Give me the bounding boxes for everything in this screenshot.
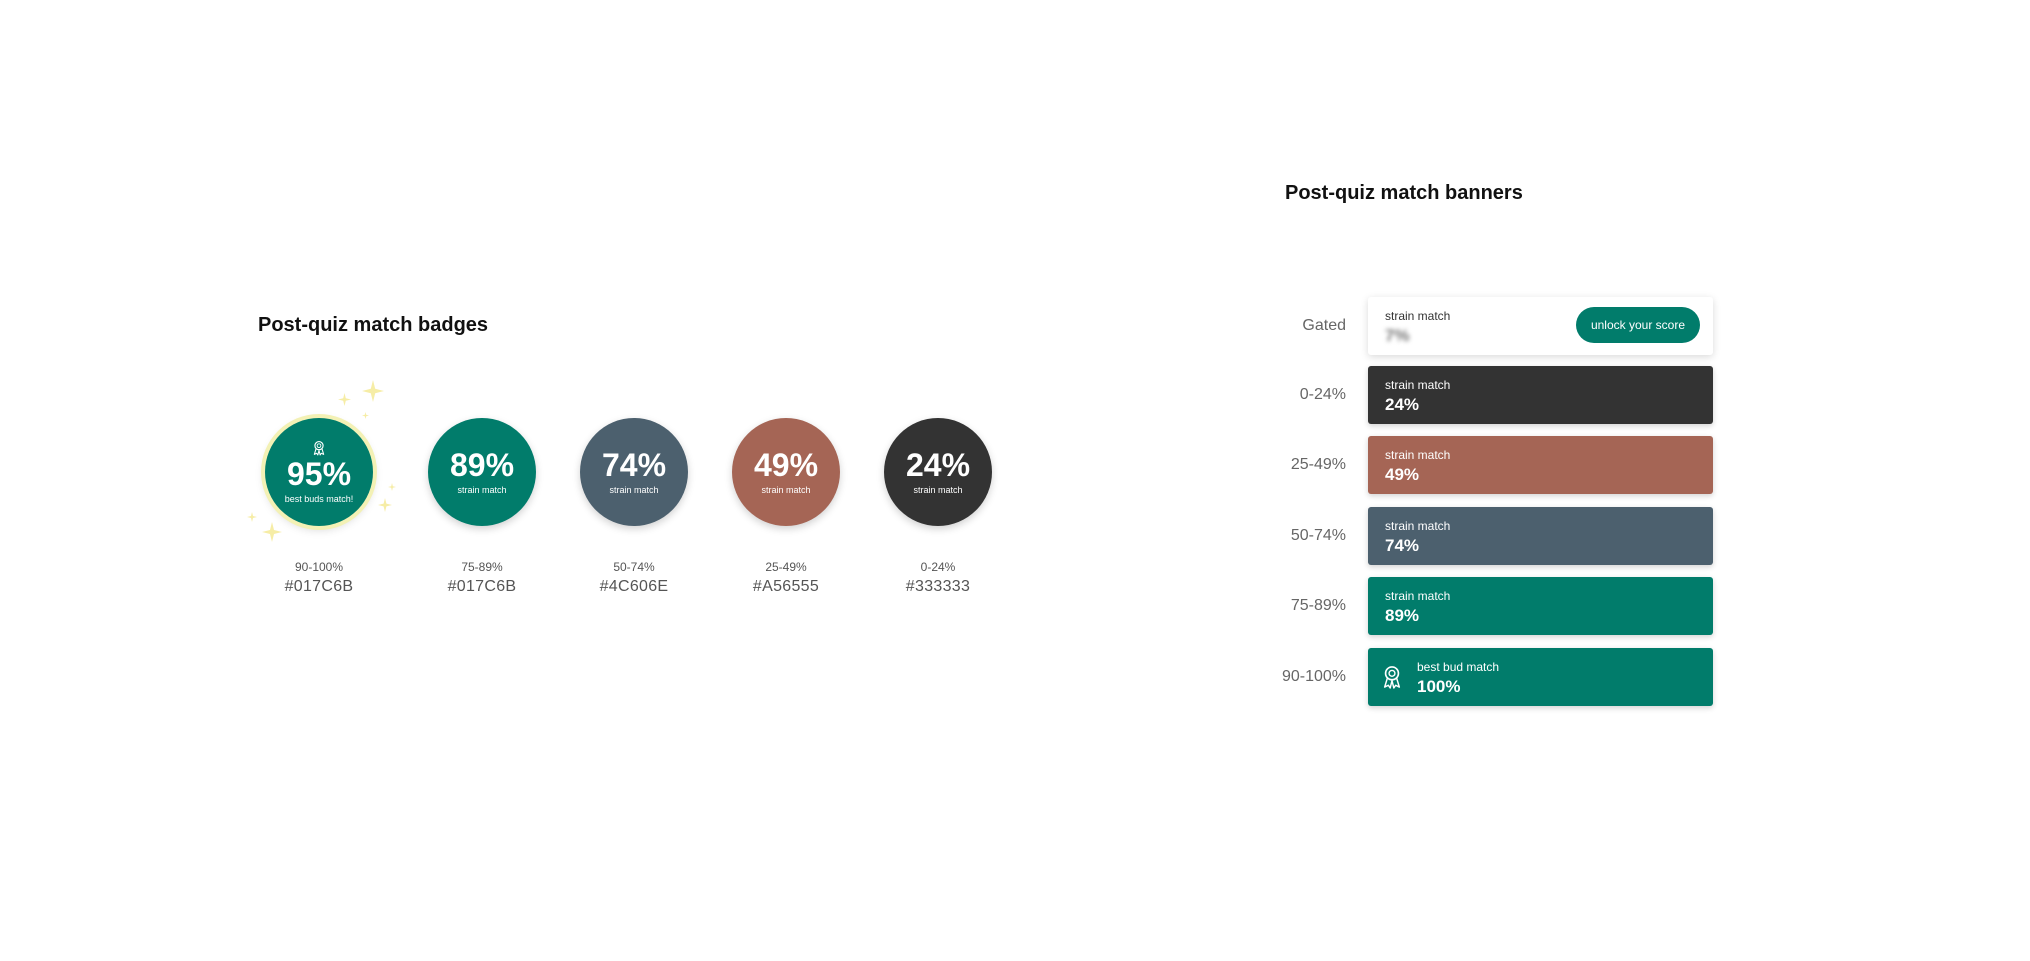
banner-label: best bud match xyxy=(1417,660,1500,674)
badge-percent: 89% xyxy=(449,447,515,483)
match-badge: 89% strain match xyxy=(428,418,536,526)
badge-subtitle: strain match xyxy=(913,485,963,495)
match-badge-best: 95% best buds match! xyxy=(265,418,373,526)
banner-value-blurred: 7% xyxy=(1385,326,1410,345)
badge-column-best: 95% best buds match! 90-100% #017C6B xyxy=(264,418,374,596)
badge-range: 50-74% xyxy=(613,560,655,574)
banner-value: 100% xyxy=(1417,677,1461,696)
banner-gated: strain match 7% unlock your score xyxy=(1368,297,1713,355)
sparkle-icon xyxy=(338,393,351,406)
sparkle-icon xyxy=(362,380,384,402)
banner-label: strain match xyxy=(1385,309,1451,323)
badge-subtitle: strain match xyxy=(457,485,507,495)
badge-percent: 95% xyxy=(286,456,352,492)
banner-value: 89% xyxy=(1385,606,1420,625)
match-badge: 49% strain match xyxy=(732,418,840,526)
banner-value: 74% xyxy=(1385,536,1420,555)
banner-row-label-gated: Gated xyxy=(1302,317,1346,334)
badge-column-25-49: 49% strain match 25-49% #A56555 xyxy=(731,418,841,596)
badge-column-75-89: 89% strain match 75-89% #017C6B xyxy=(427,418,537,596)
badge-range: 75-89% xyxy=(461,560,503,574)
badge-hex: #4C606E xyxy=(599,578,669,595)
banner-row-label: 25-49% xyxy=(1290,456,1346,473)
badge-hex: #017C6B xyxy=(447,578,517,595)
banner-value: 24% xyxy=(1385,395,1420,414)
badge-hex: #333333 xyxy=(905,578,971,595)
sparkle-icon xyxy=(388,483,396,491)
sparkle-icon xyxy=(247,512,257,522)
banner-label: strain match xyxy=(1385,378,1451,392)
banners-section-title: Post-quiz match banners xyxy=(1285,182,1523,204)
match-badge: 74% strain match xyxy=(580,418,688,526)
award-icon xyxy=(313,441,325,456)
badge-percent: 74% xyxy=(601,447,667,483)
badge-percent: 24% xyxy=(905,447,971,483)
banner-0-24: strain match 24% xyxy=(1368,366,1713,424)
banner-row-label: 50-74% xyxy=(1290,527,1346,544)
banner-label: strain match xyxy=(1385,589,1451,603)
badge-subtitle: best buds match! xyxy=(284,494,354,504)
badges-section-title: Post-quiz match badges xyxy=(258,314,489,336)
banner-label: strain match xyxy=(1385,519,1451,533)
badge-subtitle: strain match xyxy=(609,485,659,495)
badge-range: 90-100% xyxy=(294,560,344,574)
banner-row-label: 0-24% xyxy=(1299,386,1346,403)
badge-column-0-24: 24% strain match 0-24% #333333 xyxy=(883,418,993,596)
sparkle-icon xyxy=(378,498,392,512)
badge-range: 0-24% xyxy=(920,560,956,574)
unlock-score-button[interactable]: unlock your score xyxy=(1575,307,1700,343)
badge-hex: #017C6B xyxy=(284,578,354,595)
banner-label: strain match xyxy=(1385,448,1451,462)
badge-percent: 49% xyxy=(753,447,819,483)
banner-row-label: 75-89% xyxy=(1290,597,1346,614)
banner-75-89: strain match 89% xyxy=(1368,577,1713,635)
badge-hex: #A56555 xyxy=(752,578,820,595)
banner-50-74: strain match 74% xyxy=(1368,507,1713,565)
badge-range: 25-49% xyxy=(765,560,807,574)
match-badge: 24% strain match xyxy=(884,418,992,526)
award-icon xyxy=(1383,666,1401,689)
banner-90-100: best bud match 100% xyxy=(1368,648,1713,706)
badge-subtitle: strain match xyxy=(761,485,811,495)
badge-column-50-74: 74% strain match 50-74% #4C606E xyxy=(579,418,689,596)
banner-25-49: strain match 49% xyxy=(1368,436,1713,494)
banner-row-label: 90-100% xyxy=(1281,668,1346,685)
banner-value: 49% xyxy=(1385,465,1420,484)
